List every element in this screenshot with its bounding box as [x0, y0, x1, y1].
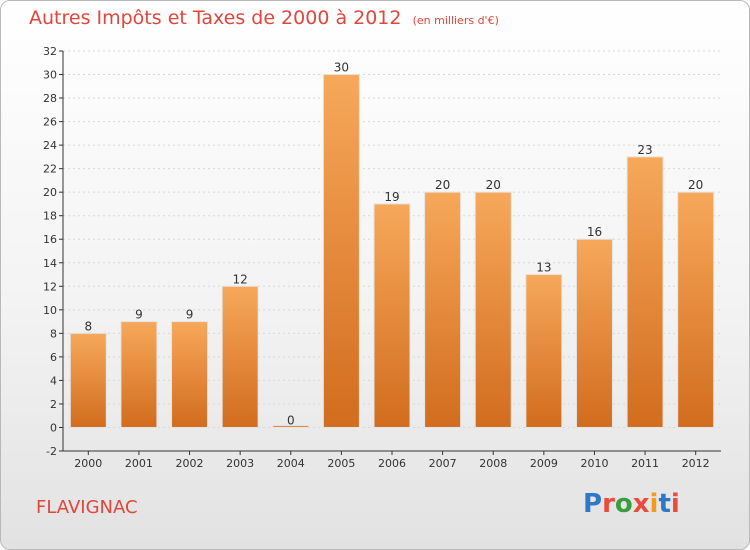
x-tick-label: 2003: [226, 457, 254, 470]
bar-value-label: 19: [384, 190, 399, 204]
y-tick-label: 4: [50, 374, 57, 387]
y-tick-label: 10: [43, 304, 57, 317]
bar-value-label: 20: [435, 178, 450, 192]
title-unit: (en milliers d'€): [412, 14, 499, 27]
title-main: Autres Impôts et Taxes de 2000 à 2012: [29, 7, 402, 29]
bar-2002: [171, 321, 209, 428]
chart-title: Autres Impôts et Taxes de 2000 à 2012 (e…: [29, 7, 499, 29]
proxiti-logo[interactable]: Proxiti: [583, 489, 680, 519]
y-tick-label: 30: [43, 69, 57, 82]
x-tick-label: 2011: [631, 457, 659, 470]
x-tick-label: 2006: [378, 457, 406, 470]
x-tick-label: 2009: [530, 457, 558, 470]
bar-2007: [424, 191, 462, 428]
x-tick-label: 2008: [479, 457, 507, 470]
y-tick-label: 8: [50, 327, 57, 340]
bar-2008: [474, 191, 512, 428]
x-tick-label: 2001: [125, 457, 153, 470]
x-tick-label: 2000: [74, 457, 102, 470]
bar-2003: [221, 285, 259, 428]
bar-value-label: 23: [637, 143, 652, 157]
y-tick-label: 28: [43, 92, 57, 105]
bar-value-label: 9: [135, 308, 143, 322]
y-tick-label: 20: [43, 186, 57, 199]
y-tick-label: 2: [50, 398, 57, 411]
bar-value-label: 9: [186, 308, 194, 322]
logo-letter: r: [602, 489, 615, 519]
logo-letter: i: [649, 489, 659, 519]
bar-2012: [677, 191, 715, 428]
bar-value-label: 12: [233, 272, 248, 286]
x-tick-label: 2002: [176, 457, 204, 470]
commune-name: FLAVIGNAC: [36, 497, 138, 518]
bar-value-label: 13: [536, 261, 551, 275]
bar-2006: [373, 203, 411, 428]
bar-value-label: 8: [84, 319, 92, 333]
y-tick-label: 22: [43, 163, 57, 176]
bar-2004: [272, 424, 310, 428]
logo-letter: P: [583, 489, 603, 519]
x-tick-label: 2012: [682, 457, 710, 470]
x-tick-label: 2005: [327, 457, 355, 470]
y-tick-label: -2: [46, 445, 57, 458]
bar-2009: [525, 274, 563, 428]
y-tick-label: 12: [43, 280, 57, 293]
y-tick-label: 26: [43, 116, 57, 129]
logo-letter: t: [658, 489, 671, 519]
logo-letter: i: [670, 489, 680, 519]
y-tick-label: 14: [43, 257, 57, 270]
bar-2001: [120, 321, 158, 428]
y-tick-label: 6: [50, 351, 57, 364]
bar-value-label: 30: [334, 61, 349, 75]
x-tick-label: 2007: [429, 457, 457, 470]
y-tick-label: 16: [43, 233, 57, 246]
y-tick-label: 0: [50, 421, 57, 434]
bar-value-label: 0: [287, 413, 295, 427]
bar-value-label: 20: [688, 178, 703, 192]
y-tick-label: 32: [43, 45, 57, 58]
bar-2010: [575, 238, 613, 428]
x-tick-label: 2010: [580, 457, 608, 470]
bar-value-label: 20: [486, 178, 501, 192]
bar-value-label: 16: [587, 225, 602, 239]
bar-2005: [322, 74, 360, 428]
y-tick-label: 24: [43, 139, 57, 152]
x-tick-label: 2004: [277, 457, 305, 470]
y-tick-label: 18: [43, 210, 57, 223]
bar-2000: [69, 332, 107, 428]
logo-letter: x: [632, 489, 650, 519]
logo-letter: o: [614, 489, 633, 519]
bar-2011: [626, 156, 664, 428]
